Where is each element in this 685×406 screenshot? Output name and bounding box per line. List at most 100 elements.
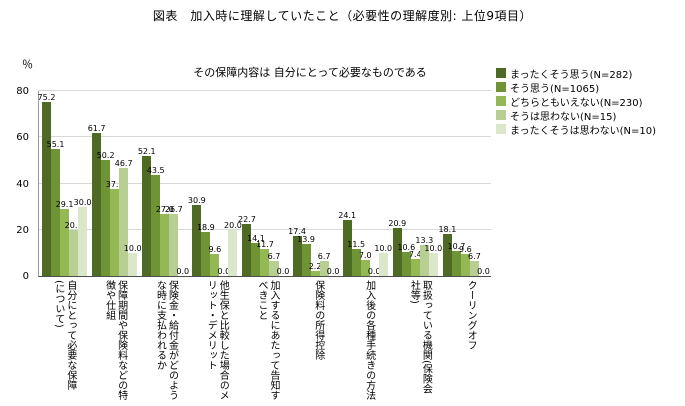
- bar: 2.2: [309, 262, 321, 276]
- bar-value-label: 50.2: [96, 150, 115, 160]
- x-axis-category-label-text: 加入するにあたって告知すべきこと: [256, 280, 280, 400]
- legend-label: どちらともいえない(N=230): [510, 97, 643, 109]
- bar: 26.7: [165, 205, 183, 276]
- bar: 10.0: [374, 244, 392, 276]
- bar-value-label: 11.7: [256, 239, 274, 249]
- bar-value-label: 9.6: [459, 244, 472, 254]
- bar: 27.0: [156, 205, 174, 276]
- legend-label: そうは思わない(N=15): [510, 111, 617, 123]
- bar: 29.1: [56, 200, 73, 276]
- bar-value-label: 22.7: [238, 214, 256, 224]
- bar: 6.7: [268, 252, 280, 276]
- x-axis-category-label: 保険金・給付金がどのような時に支払われるか: [143, 280, 189, 402]
- bar-value-label: 0.0: [326, 267, 340, 276]
- bar: 14.1: [247, 234, 265, 276]
- bar-value-label: 46.7: [114, 159, 133, 169]
- legend-swatch: [496, 96, 506, 106]
- bar: 9.6: [208, 245, 221, 276]
- bar-value-label: 10.6: [397, 242, 416, 252]
- bar-cluster: 17.4 13.9 2.2 6.7 0.0: [288, 91, 340, 276]
- bar-value-label: 27.0: [155, 204, 174, 214]
- legend: まったくそう思う(N=282) そう思う(N=1065) どちらともいえない(N=2…: [496, 66, 656, 137]
- x-axis-category-label: 他生保と比較した場合のメリット・デメリット: [193, 280, 239, 402]
- y-axis-tick-label: 40: [16, 178, 29, 190]
- bar-value-label: 7.4: [408, 249, 422, 259]
- y-axis-tick-label: 20: [16, 224, 29, 236]
- bar: 17.4: [288, 227, 306, 276]
- bar: 10.0: [124, 244, 142, 276]
- x-axis-category-labels: 自分にとって必要な保障(について) 保障期間や保険料などの特徴や仕組 保険金・給付金…: [38, 280, 496, 402]
- plot-area: 75.2 55.1 29.1 20.0 30.0 61.7 50.2 37.8 46.7 10.0…: [38, 90, 491, 277]
- bar: 20.0: [65, 221, 82, 276]
- y-axis: 0 20 40 60 80: [0, 86, 34, 282]
- y-axis-unit-label: ％: [22, 58, 33, 71]
- bar: 22.7: [238, 215, 256, 276]
- bar-value-label: 10.0: [424, 243, 443, 253]
- bar-value-label: 10.0: [123, 243, 142, 253]
- bar: 6.7: [318, 252, 330, 276]
- legend-label: まったくそうは思わない(N=10): [510, 125, 656, 137]
- legend-item: まったくそうは思わない(N=10): [496, 122, 656, 137]
- legend-item: まったくそう思う(N=282): [496, 66, 656, 81]
- bar-value-label: 26.7: [164, 205, 183, 215]
- bar: 43.5: [147, 166, 165, 276]
- legend-swatch: [496, 124, 506, 134]
- bar: 20.0: [224, 221, 242, 276]
- bar: 10.0: [424, 244, 442, 276]
- x-axis-category-label: 保険料の所得控除: [295, 280, 341, 402]
- bar-cluster: 30.9 18.9 9.6 0.0 20.0: [188, 91, 242, 276]
- bar-value-label: 0.0: [217, 267, 231, 276]
- bar-value-label: 6.7: [468, 251, 481, 261]
- bar-clusters: 75.2 55.1 29.1 20.0 30.0 61.7 50.2 37.8 46.7 10.0…: [38, 91, 491, 276]
- bar-value-label: 7.0: [358, 250, 372, 260]
- bar-value-label: 52.1: [137, 146, 156, 156]
- x-axis-category-label-text: 保険料の所得控除: [312, 280, 324, 360]
- bar-value-label: 55.1: [46, 139, 65, 149]
- bar: 7.4: [409, 250, 422, 276]
- bar: 11.5: [347, 240, 365, 276]
- x-axis-category-label-text: 他生保と比較した場合のメリット・デメリット: [205, 280, 229, 400]
- bar-cluster: 52.1 43.5 27.0 26.7 0.0: [138, 91, 189, 276]
- bar-value-label: 0.0: [477, 267, 490, 276]
- x-axis-category-label-text: 保険金・給付金がどのような時に支払われるか: [154, 280, 178, 400]
- gridline: [39, 136, 491, 138]
- bar: 20.9: [388, 219, 406, 276]
- bar-cluster: 75.2 55.1 29.1 20.0 30.0: [38, 91, 91, 276]
- bar: 7.0: [359, 251, 372, 276]
- x-axis-category-label: 自分にとって必要な保障(について): [41, 280, 87, 402]
- bar-value-label: 6.7: [317, 251, 331, 261]
- bar-cluster: 24.1 11.5 7.0 0.0 10.0: [338, 91, 392, 276]
- bar: 55.1: [47, 140, 64, 276]
- x-axis-category-label-text: 加入後の各種手続きの方法: [363, 280, 375, 400]
- x-axis-category-label-text: クーリングオフ: [465, 280, 477, 350]
- bar-value-label: 10.7: [447, 242, 466, 252]
- x-axis-category-label-text: 自分にとって必要な保障(について): [52, 280, 76, 390]
- bar-value-label: 24.1: [338, 211, 357, 221]
- bar-value-label: 10.0: [374, 243, 393, 253]
- bar: 11.7: [256, 240, 274, 276]
- bar: 37.8: [106, 180, 124, 276]
- bar-value-label: 37.8: [105, 179, 124, 189]
- bar: 13.3: [415, 236, 433, 276]
- x-axis-category-label-text: 取扱っている機関(保険会社等): [408, 280, 432, 394]
- bar-value-label: 13.9: [297, 234, 315, 244]
- bar: 30.0: [74, 198, 91, 276]
- legend-label: そう思う(N=1065): [510, 83, 600, 95]
- x-axis-category-label: 加入後の各種手続きの方法: [346, 280, 392, 402]
- bar-value-label: 2.2: [308, 261, 322, 271]
- bar-value-label: 75.2: [37, 93, 56, 103]
- gridline: [39, 90, 491, 91]
- y-axis-tick-label: 60: [16, 132, 29, 144]
- legend-item: どちらともいえない(N=230): [496, 94, 656, 109]
- x-axis-category-label: 加入するにあたって告知すべきこと: [244, 280, 290, 402]
- bar-value-label: 18.9: [196, 223, 215, 233]
- chart-title: 図表 加入時に理解していたこと（必要性の理解度別: 上位9項目）: [152, 9, 533, 23]
- bar-value-label: 6.7: [267, 251, 281, 261]
- x-axis-category-label: 取扱っている機関(保険会社等): [396, 280, 442, 402]
- bar-value-label: 17.4: [288, 226, 306, 236]
- legend-label: まったくそう思う(N=282): [510, 69, 633, 81]
- bar-cluster: 22.7 14.1 11.7 6.7 0.0: [238, 91, 289, 276]
- bar: 10.6: [397, 243, 415, 276]
- bar: 46.7: [115, 159, 133, 276]
